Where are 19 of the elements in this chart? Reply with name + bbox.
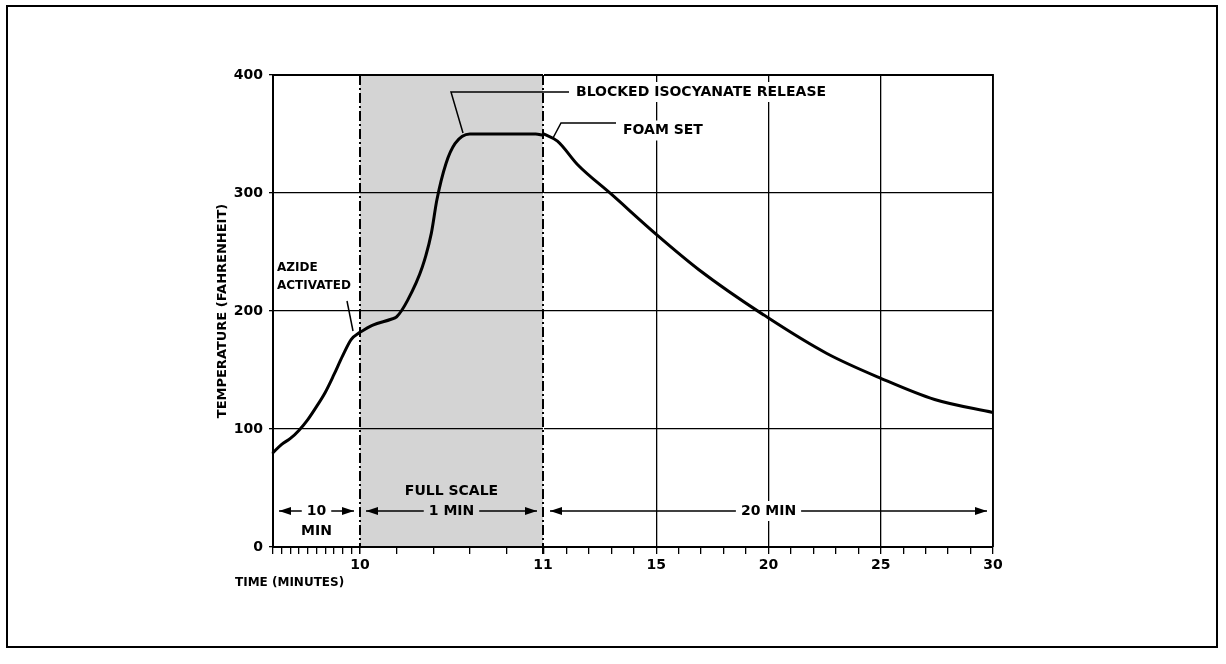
- x-tick-label: 30: [983, 556, 1003, 573]
- y-tick-label: 100: [233, 419, 264, 436]
- x-tick-label: 25: [871, 556, 891, 573]
- y-axis-title: TEMPERATURE (FAHRENHEIT): [214, 203, 230, 419]
- y-tick-label: 0: [253, 537, 264, 554]
- annotation: FOAM SET: [622, 121, 704, 138]
- annotation: AZIDE ACTIVATED: [277, 260, 351, 293]
- annotation: BLOCKED ISOCYANATE RELEASE: [576, 82, 827, 99]
- annotation: 10 MIN: [301, 501, 332, 538]
- x-axis-title: TIME (MINUTES): [235, 575, 345, 590]
- y-tick-label: 400: [233, 65, 264, 82]
- annotation: FULL SCALE 1 MIN: [404, 481, 499, 518]
- x-tick-label: 10: [350, 556, 370, 573]
- y-tick-label: 200: [233, 301, 264, 318]
- x-tick-label: 11: [533, 556, 553, 573]
- x-tick-label: 15: [646, 556, 666, 573]
- x-tick-label: 20: [758, 556, 779, 573]
- annotation: 20 MIN: [740, 501, 797, 518]
- y-tick-label: 300: [233, 183, 264, 200]
